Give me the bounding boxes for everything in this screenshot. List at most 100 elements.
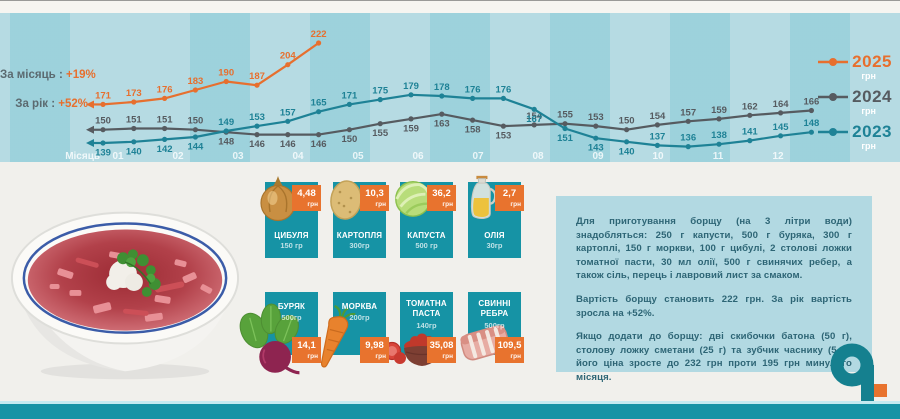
price-unit: грн [442, 352, 453, 360]
data-point [162, 95, 168, 101]
value-label: 146 [311, 139, 327, 150]
value-label: 146 [280, 139, 296, 150]
value-label: 165 [311, 98, 328, 109]
value-label: 145 [773, 122, 790, 133]
data-point [531, 106, 537, 112]
data-point [470, 95, 476, 101]
value-label: 150 [95, 116, 111, 127]
ingredient-weight: 300гр [349, 241, 370, 250]
data-point [316, 40, 322, 46]
carrot-icon [315, 305, 367, 375]
data-point [285, 118, 291, 124]
data-point [500, 95, 506, 101]
legend-item-2024: 2024 грн [818, 88, 892, 116]
data-point [747, 112, 753, 118]
value-label: 190 [218, 68, 234, 79]
value-label: 141 [742, 127, 759, 138]
oil-icon [459, 174, 503, 222]
x-tick-04: 04 [292, 151, 304, 162]
delta-month-label: За місяць : +19% [0, 69, 96, 81]
data-point [593, 135, 599, 141]
value-label: 176 [495, 84, 511, 95]
x-tick-02: 02 [172, 151, 184, 162]
data-point [254, 123, 260, 129]
data-point [316, 132, 322, 138]
value-label: 158 [465, 125, 481, 136]
data-point [531, 122, 537, 128]
data-point [254, 132, 260, 138]
data-point [131, 99, 137, 105]
data-point [808, 129, 815, 135]
data-point [377, 97, 383, 103]
ingredient-name: КАПУСТА [407, 231, 446, 241]
price-unit: грн [307, 352, 318, 360]
data-point [500, 123, 506, 129]
borscht-bowl-illustration [10, 211, 240, 380]
ingredient-weight: 500 гр [415, 241, 438, 250]
value-label: 151 [157, 115, 174, 126]
value-label: 139 [95, 148, 111, 159]
data-point [624, 139, 630, 145]
data-point [716, 141, 722, 147]
legend-item-2025: 2025 грн [818, 53, 892, 81]
footer-accent-line [0, 401, 900, 404]
value-label: 154 [526, 111, 543, 122]
price-badge: 2,7 грн [495, 185, 524, 211]
data-point [162, 136, 168, 142]
value-label: 151 [126, 115, 143, 126]
value-label: 144 [187, 142, 204, 153]
data-point [716, 116, 722, 122]
ingredient-card-tomato-paste: 35,08 грн ТОМАТНА ПАСТА 140гр [382, 292, 456, 366]
torn-paper-edge [0, 0, 900, 13]
price-value: 4,48 [297, 188, 316, 199]
price-badge: 109,5 грн [495, 337, 524, 363]
data-point [346, 127, 352, 133]
data-point [593, 123, 599, 129]
data-point [778, 110, 784, 116]
value-label: 151 [557, 133, 574, 144]
value-label: 175 [372, 86, 389, 97]
ingredient-card-oil: 2,7 грн ОЛІЯ 30гр [468, 175, 524, 258]
value-label: 176 [465, 84, 481, 95]
value-label: 148 [218, 137, 234, 148]
ingredient-weight: 140гр [416, 321, 437, 330]
ingredient-card-pork-ribs: 109,5 грн СВИННІ РЕБРА 500гр [460, 292, 524, 363]
x-tick-07: 07 [472, 151, 484, 162]
data-point [377, 121, 383, 127]
legend-year: 2023 [852, 122, 892, 141]
value-label: 167 [526, 114, 542, 125]
x-tick-05: 05 [352, 151, 364, 162]
delta-year-value: +52% [58, 98, 88, 110]
delta-month-value: +19% [65, 69, 96, 81]
data-point [439, 93, 445, 99]
series-2025: 171 173 176 183 190 187 204 222 [86, 29, 327, 109]
value-label: 166 [803, 97, 819, 108]
ingredient-weight: 500гр [484, 321, 505, 330]
value-label: 162 [742, 101, 758, 112]
data-point [100, 140, 106, 146]
data-point [223, 128, 229, 134]
series-start-arrow-icon [86, 100, 94, 109]
value-label: 140 [619, 146, 635, 157]
price-badge: 4,48 грн [292, 185, 321, 211]
value-label: 187 [249, 71, 265, 82]
value-label: 178 [434, 82, 450, 93]
value-label: 138 [711, 130, 727, 141]
price-badge: 35,08 грн [427, 337, 456, 363]
data-point [439, 111, 445, 117]
price-unit: грн [510, 200, 521, 208]
price-unit: грн [375, 200, 386, 208]
x-tick-01: 01 [112, 151, 124, 162]
x-tick-12: 12 [772, 151, 784, 162]
value-label: 176 [157, 84, 173, 95]
recipe-info-panel: Для приготування борщу (на 3 літри води)… [556, 196, 872, 383]
value-label: 140 [126, 146, 142, 157]
value-label: 142 [157, 144, 173, 155]
data-point [192, 134, 198, 140]
price-value: 109,5 [497, 340, 522, 351]
value-label: 149 [218, 117, 234, 128]
ingredient-name: КАРТОПЛЯ [336, 231, 383, 241]
delta-year-label: За рік : +52% [0, 98, 88, 110]
data-point [654, 122, 661, 128]
